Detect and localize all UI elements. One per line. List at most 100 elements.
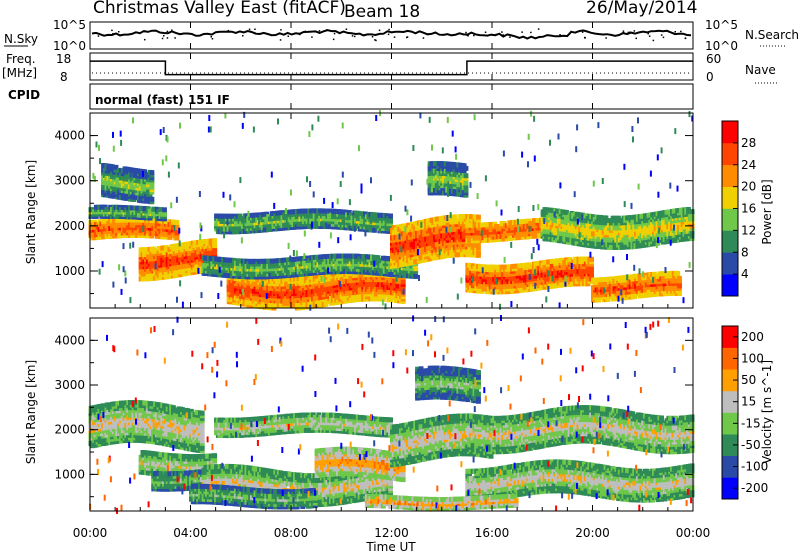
noise-search-dot xyxy=(648,35,651,37)
noise-search-dot xyxy=(332,38,335,41)
data-cell xyxy=(388,213,393,219)
data-cell xyxy=(212,238,218,244)
noise-search-dot xyxy=(660,34,663,36)
data-cell xyxy=(476,250,481,256)
data-cell xyxy=(149,196,155,202)
noise-search-dot xyxy=(144,38,146,41)
noise-right-label: N.Search xyxy=(745,28,799,42)
freq-left-label: Freq. xyxy=(6,52,36,66)
noise-search-dot xyxy=(283,33,286,36)
noise-search-dot xyxy=(298,33,301,36)
noise-search-dot xyxy=(118,31,120,33)
data-cell xyxy=(463,173,469,179)
noise-search-dot xyxy=(570,30,572,33)
noise-search-dot xyxy=(351,35,354,37)
freq-left-unit: [MHz] xyxy=(2,66,37,80)
data-cell xyxy=(165,219,171,225)
noise-search-dot xyxy=(406,36,409,38)
noise-search-dot xyxy=(280,29,282,31)
data-cell xyxy=(119,233,124,239)
noise-search-dot xyxy=(333,32,336,35)
data-cell xyxy=(129,220,135,225)
frequency-panel: Freq. [MHz] 18 8 60 0 Nave xyxy=(2,52,778,84)
noise-sky-line xyxy=(91,29,692,40)
noise-search-dot xyxy=(633,30,636,32)
data-cell xyxy=(167,234,173,240)
noise-search-dot xyxy=(406,36,408,39)
data-cell xyxy=(174,220,180,226)
data-cell xyxy=(154,233,160,239)
data-cell xyxy=(174,225,180,231)
noise-search-dot xyxy=(622,32,624,34)
noise-search-dot xyxy=(371,36,374,38)
noise-search-dot xyxy=(354,35,356,38)
noise-search-dot xyxy=(652,39,655,42)
noise-search-dot xyxy=(253,31,256,34)
noise-search-dot xyxy=(466,34,469,37)
data-cell xyxy=(113,164,119,170)
power-data-cells xyxy=(88,110,695,311)
noise-search-dot xyxy=(174,37,176,39)
noise-right-tick-bottom: 10^0 xyxy=(705,39,738,53)
data-cell xyxy=(174,233,180,238)
data-cell xyxy=(158,207,164,213)
radar-title: Christmas Valley East (fitACF) xyxy=(93,0,346,18)
noise-search-dot xyxy=(559,34,561,36)
cpid-mode: normal (fast) 151 IF xyxy=(95,93,230,107)
noise-search-dot xyxy=(622,30,625,32)
noise-search-dot xyxy=(311,36,313,38)
freq-left-tick-top: 18 xyxy=(56,52,71,66)
date-label: 26/May/2014 xyxy=(586,0,698,18)
noise-search-dot xyxy=(254,28,256,30)
noise-search-dot xyxy=(662,36,665,39)
noise-search-dot xyxy=(605,37,607,39)
noise-search-dot xyxy=(211,38,214,40)
noise-search-dot xyxy=(495,33,498,36)
data-cell xyxy=(452,214,458,220)
noise-left-tick-top: 10^5 xyxy=(53,18,86,32)
cpid-label: CPID xyxy=(8,88,40,102)
data-cell xyxy=(476,245,481,251)
noise-search-dot xyxy=(248,28,251,31)
noise-left-label: N.Sky xyxy=(4,32,38,46)
data-cell xyxy=(113,223,119,229)
noise-search-dot xyxy=(537,28,540,30)
noise-search-dot xyxy=(393,36,396,38)
noise-search-dot xyxy=(304,30,307,33)
data-cell xyxy=(129,205,135,211)
noise-left-tick-bottom: 10^0 xyxy=(53,39,86,53)
noise-search-dot xyxy=(473,34,475,37)
noise-search-dot xyxy=(521,31,523,33)
noise-search-dot xyxy=(484,31,487,33)
noise-search-dot xyxy=(501,31,503,33)
noise-search-dot xyxy=(465,31,467,34)
beam-label: Beam 18 xyxy=(344,2,420,22)
noise-search-dot xyxy=(163,35,165,37)
data-cell xyxy=(463,165,469,171)
noise-search-dot xyxy=(635,37,637,40)
data-cell xyxy=(413,266,419,272)
noise-search-dot xyxy=(684,37,687,40)
noise-search-dot xyxy=(509,36,511,38)
data-cell xyxy=(476,214,481,220)
noise-search-dot xyxy=(161,37,164,40)
data-cell xyxy=(135,225,140,231)
noise-search-dot xyxy=(627,31,629,34)
noise-search-dot xyxy=(422,37,425,39)
noise-search-dot xyxy=(111,29,113,32)
data-cell xyxy=(153,228,158,234)
noise-search-dot xyxy=(674,31,676,33)
noise-search-dot xyxy=(647,32,649,35)
noise-search-dot xyxy=(581,31,584,33)
noise-search-dot xyxy=(387,33,390,36)
noise-search-dot xyxy=(502,34,504,36)
noise-panel: N.Sky 10^5 10^0 10^5 10^0 N.Search xyxy=(4,18,799,53)
data-cell xyxy=(149,170,155,176)
noise-search-dot xyxy=(584,37,586,39)
data-cell xyxy=(110,164,115,170)
noise-search-dot xyxy=(388,28,390,31)
data-cell xyxy=(174,230,180,236)
noise-search-dot xyxy=(171,29,173,31)
